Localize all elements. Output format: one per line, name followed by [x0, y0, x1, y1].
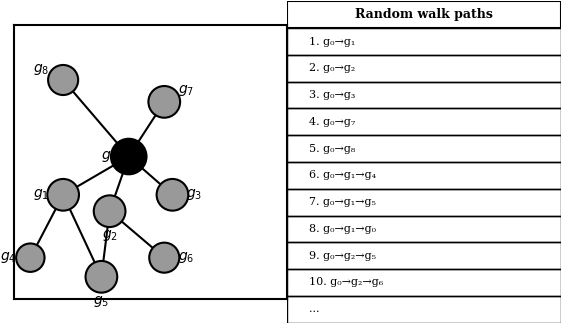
Text: $g_{8}$: $g_{8}$ [33, 62, 49, 76]
Circle shape [149, 243, 179, 273]
Circle shape [157, 179, 188, 211]
Circle shape [48, 65, 78, 95]
Text: ...: ... [309, 304, 320, 314]
Bar [287, 162, 561, 189]
Circle shape [111, 139, 147, 174]
Text: $g_{2}$: $g_{2}$ [102, 228, 117, 243]
Text: $g_{6}$: $g_{6}$ [178, 250, 194, 265]
Text: $g_{4}$: $g_{4}$ [0, 250, 17, 265]
Circle shape [94, 195, 125, 227]
Text: 2. g₀→g₂: 2. g₀→g₂ [309, 63, 355, 73]
Text: 9. g₀→g₂→g₅: 9. g₀→g₂→g₅ [309, 251, 376, 261]
Text: 4. g₀→g₇: 4. g₀→g₇ [309, 117, 356, 127]
Text: $g_{1}$: $g_{1}$ [33, 187, 49, 202]
Bar [287, 55, 561, 82]
Bar [287, 242, 561, 269]
Text: 5. g₀→g₈: 5. g₀→g₈ [309, 144, 355, 154]
Bar [287, 28, 561, 55]
Bar [287, 189, 561, 215]
Bar [287, 269, 561, 296]
Text: $g_{3}$: $g_{3}$ [186, 187, 202, 202]
Circle shape [16, 243, 44, 272]
Text: $g_{7}$: $g_{7}$ [178, 84, 194, 98]
Bar [287, 1, 561, 28]
Bar [287, 215, 561, 242]
Circle shape [47, 179, 79, 211]
Text: $g_{5}$: $g_{5}$ [93, 294, 110, 309]
Text: $g_{0}$: $g_{0}$ [102, 149, 118, 164]
Text: 10. g₀→g₂→g₆: 10. g₀→g₂→g₆ [309, 277, 383, 287]
Bar [287, 109, 561, 135]
Text: Random walk paths: Random walk paths [355, 8, 493, 21]
Text: 8. g₀→g₁→g₀: 8. g₀→g₁→g₀ [309, 224, 376, 234]
Text: 7. g₀→g₁→g₅: 7. g₀→g₁→g₅ [309, 197, 376, 207]
Bar [287, 82, 561, 109]
Circle shape [85, 261, 117, 293]
Circle shape [148, 86, 180, 118]
Bar [287, 135, 561, 162]
Text: 3. g₀→g₃: 3. g₀→g₃ [309, 90, 356, 100]
Text: 1. g₀→g₁: 1. g₀→g₁ [309, 37, 355, 47]
Text: 6. g₀→g₁→g₄: 6. g₀→g₁→g₄ [309, 170, 377, 180]
Bar [287, 296, 561, 323]
